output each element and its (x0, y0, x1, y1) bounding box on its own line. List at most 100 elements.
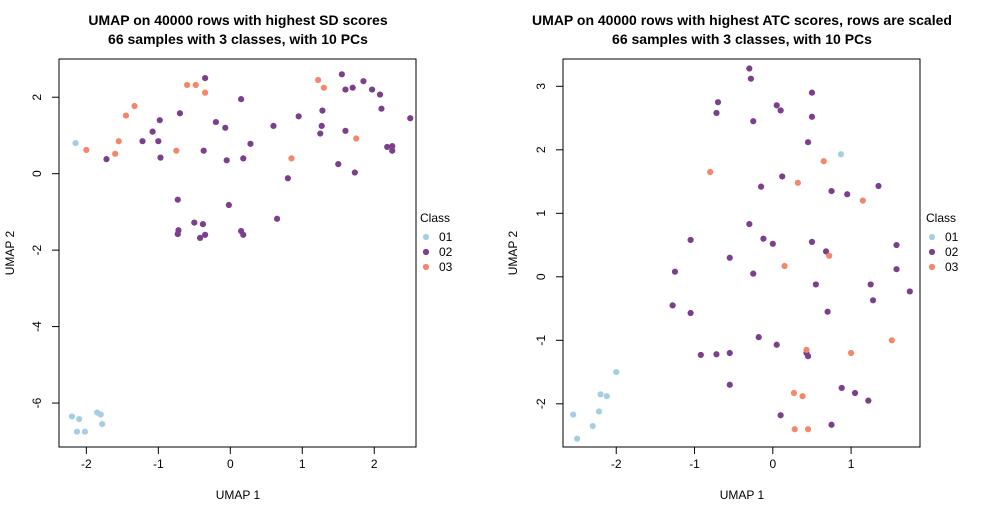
point-class-03 (820, 158, 827, 165)
legend-label-01: 01 (439, 230, 453, 244)
point-class-02 (212, 118, 220, 126)
panel1-y-axis-label: UMAP 2 (3, 230, 17, 275)
point-class-01 (570, 411, 577, 418)
point-class-02 (376, 91, 384, 98)
point-class-02 (746, 65, 753, 72)
y-tick-label: 0 (30, 170, 44, 177)
point-class-02 (284, 175, 291, 182)
panel1-plot-frame (58, 58, 417, 448)
panel1-title-line1: UMAP on 40000 rows with highest SD score… (88, 12, 387, 28)
point-class-02 (202, 75, 209, 82)
point-class-03 (315, 76, 322, 84)
point-class-02 (755, 334, 762, 341)
panel2-title-line2: 66 samples with 3 classes, with 10 PCs (612, 31, 872, 47)
x-tick-label: -1 (153, 457, 164, 471)
point-class-03 (115, 138, 122, 145)
y-tick-label: 0 (534, 273, 548, 280)
point-class-02 (838, 384, 845, 392)
panel1-x-axis-label: UMAP 1 (216, 488, 261, 502)
point-class-02 (714, 99, 722, 106)
point-class-02 (273, 215, 281, 222)
point-class-03 (707, 168, 714, 176)
point-class-02 (746, 221, 753, 228)
umap-atc-panel: UMAP on 40000 rows with highest ATC scor… (506, 12, 959, 502)
point-class-02 (176, 110, 184, 117)
point-class-02 (757, 183, 765, 190)
point-class-02 (713, 109, 720, 117)
point-class-03 (184, 81, 191, 89)
y-tick-label: -4 (30, 321, 44, 332)
panel1-title-line2: 66 samples with 3 classes, with 10 PCs (108, 31, 368, 47)
point-class-03 (781, 262, 788, 270)
point-class-01 (97, 411, 104, 418)
point-class-03 (888, 337, 895, 344)
point-class-01 (595, 408, 603, 415)
legend-marker-01 (422, 233, 430, 241)
point-class-02 (360, 78, 367, 85)
point-class-02 (389, 143, 396, 150)
point-class-02 (368, 86, 376, 93)
point-class-03 (131, 102, 138, 110)
y-tick-label: -2 (534, 398, 548, 409)
point-class-01 (72, 139, 79, 147)
y-tick-label: 3 (534, 83, 548, 90)
point-class-02 (103, 156, 110, 163)
x-tick-label: -2 (611, 457, 622, 471)
point-class-02 (378, 105, 385, 112)
point-class-01 (597, 391, 604, 398)
point-class-02 (202, 231, 209, 238)
panel2-y-axis-label: UMAP 2 (506, 230, 520, 275)
point-class-03 (83, 146, 90, 154)
legend-label-02: 02 (439, 245, 453, 259)
point-class-02 (687, 236, 694, 244)
y-tick-label: -6 (30, 397, 44, 408)
point-class-03 (859, 197, 866, 204)
point-class-02 (317, 130, 324, 137)
point-class-02 (671, 268, 679, 275)
legend-label-03: 03 (439, 260, 453, 274)
point-class-03 (112, 150, 119, 157)
legend-marker-02 (928, 248, 936, 256)
panel1-x-axis: -2 -1 0 1 2 (81, 446, 378, 471)
x-tick-label: 0 (769, 457, 776, 471)
point-class-02 (828, 187, 835, 195)
point-class-02 (225, 201, 232, 209)
point-class-03 (848, 349, 855, 357)
point-class-02 (196, 234, 204, 242)
point-class-01 (573, 435, 581, 442)
point-class-03 (173, 147, 180, 154)
point-class-02 (893, 241, 900, 249)
point-class-01 (613, 368, 620, 376)
point-class-02 (773, 102, 780, 109)
point-class-02 (824, 308, 831, 315)
point-class-03 (790, 389, 798, 397)
point-class-02 (869, 297, 877, 304)
x-tick-label: 1 (848, 457, 855, 471)
point-class-02 (893, 266, 900, 273)
point-class-01 (68, 413, 76, 420)
legend-marker-02 (422, 248, 430, 256)
panel2-title-line1: UMAP on 40000 rows with highest ATC scor… (532, 12, 952, 28)
point-class-02 (777, 412, 784, 419)
point-class-01 (76, 415, 83, 423)
legend-marker-03 (422, 263, 430, 271)
point-class-02 (760, 235, 767, 242)
point-class-02 (318, 122, 325, 129)
point-class-02 (149, 128, 156, 135)
panel1-legend-title: Class (420, 211, 450, 225)
point-class-03 (202, 89, 209, 96)
legend-label-01: 01 (945, 230, 959, 244)
point-class-02 (769, 240, 776, 247)
point-class-02 (139, 138, 146, 145)
point-class-02 (726, 254, 733, 261)
panel2-x-axis: -2 -1 0 1 (611, 446, 855, 471)
point-class-02 (237, 96, 245, 103)
point-class-03 (791, 426, 798, 433)
legend-label-02: 02 (945, 245, 959, 259)
point-class-02 (713, 351, 720, 358)
x-tick-label: -1 (689, 457, 700, 471)
point-class-02 (687, 309, 694, 317)
x-tick-label: 0 (227, 457, 234, 471)
